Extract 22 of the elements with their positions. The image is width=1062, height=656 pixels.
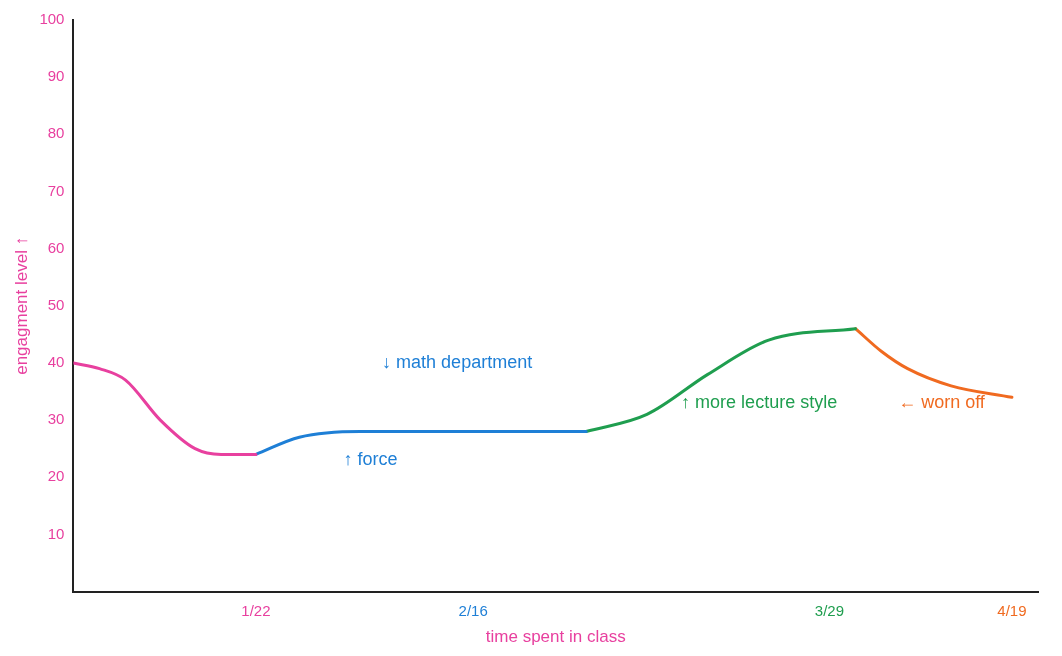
line-series [584, 327, 858, 434]
annotation: ↑ force [343, 449, 398, 470]
y-tick-label: 100 [39, 10, 65, 28]
annotation: ↑ more lecture style [681, 391, 838, 412]
line-series [73, 361, 258, 456]
x-tick-label: 2/16 [458, 601, 488, 619]
annotation: ← worn off [898, 391, 986, 412]
y-tick-label: 20 [47, 467, 65, 485]
y-tick-label: 50 [47, 295, 65, 313]
x-axis-title: time spent in class [485, 627, 626, 647]
annotation: ↓ math department [382, 351, 533, 372]
x-tick-label: 4/19 [997, 601, 1027, 619]
y-tick-label: 30 [47, 410, 65, 428]
y-tick-label: 40 [47, 353, 65, 371]
y-tick-label: 70 [47, 181, 65, 199]
y-tick-label: 80 [47, 124, 65, 142]
y-axis-title: engagment level ↑ [11, 236, 31, 375]
y-tick-label: 10 [47, 524, 65, 542]
x-tick-label: 3/29 [814, 601, 845, 619]
y-tick-label: 90 [47, 67, 65, 85]
x-tick-label: 1/22 [241, 601, 271, 619]
y-tick-label: 60 [47, 238, 65, 256]
